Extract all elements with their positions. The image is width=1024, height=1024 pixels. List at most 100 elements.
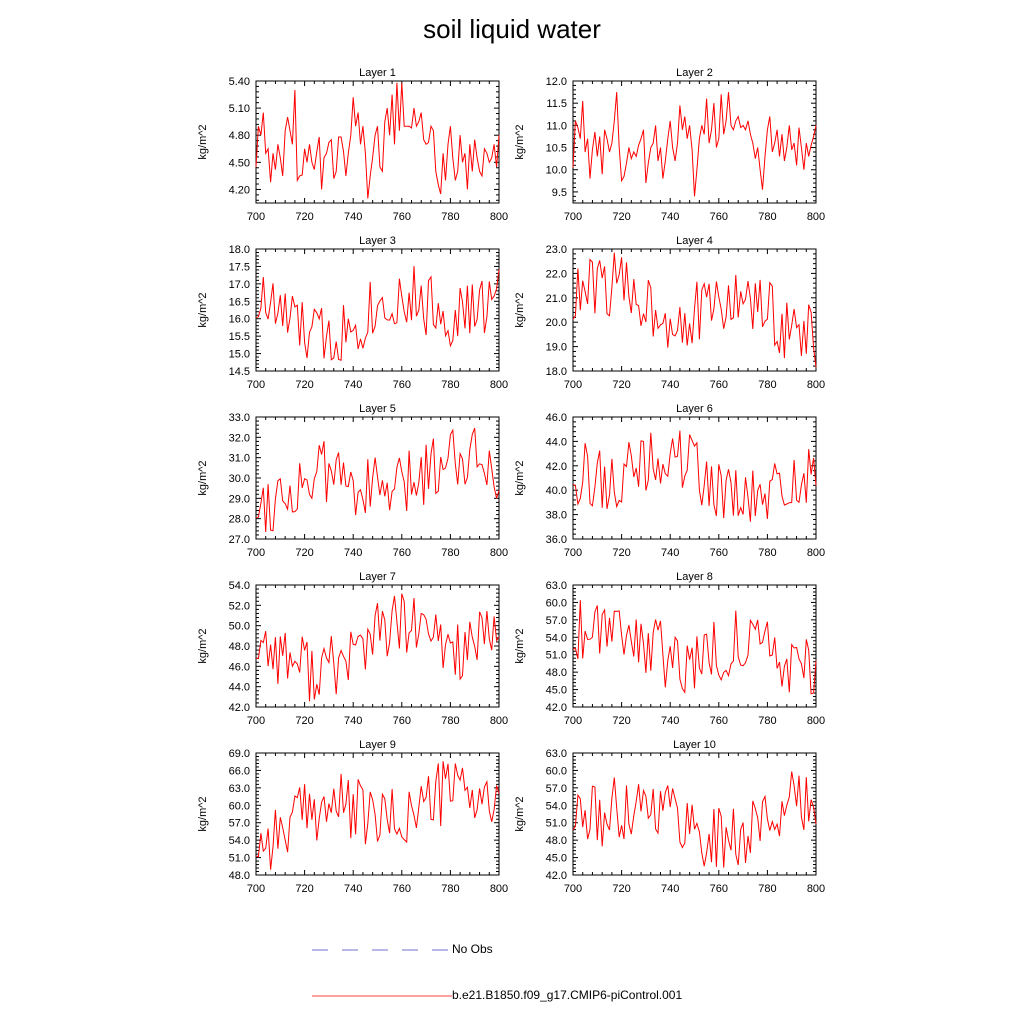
panel-title: Layer 2	[676, 67, 713, 79]
y-tick-label: 48.0	[546, 667, 567, 679]
y-tick-label: 10.0	[546, 165, 567, 177]
y-tick-label: 30.0	[229, 473, 250, 485]
panel-layer-4: Layer 4 kg/m^2 700 720 740 760 780 800 18.0 19.0 2…	[514, 235, 825, 391]
x-tick-label: 760	[710, 883, 728, 895]
y-tick-label: 42.0	[546, 702, 567, 714]
x-tick-label: 720	[612, 211, 630, 223]
x-tick-label: 800	[490, 211, 508, 223]
x-tick-label: 780	[758, 211, 776, 223]
x-tick-label: 700	[247, 379, 265, 391]
y-tick-label: 44.0	[546, 436, 567, 448]
x-tick-label: 740	[661, 211, 679, 223]
y-tick-label: 54.0	[546, 632, 567, 644]
x-tick-label: 800	[807, 883, 825, 895]
y-tick-label: 11.5	[546, 98, 567, 110]
panel-layer-3: Layer 3 kg/m^2 700 720 740 760 780 800 14.5 15.0 1…	[197, 235, 508, 391]
x-tick-label: 740	[661, 379, 679, 391]
y-tick-label: 33.0	[229, 412, 250, 424]
x-tick-label: 800	[807, 379, 825, 391]
series-line-layer-9	[255, 761, 500, 870]
y-tick-label: 48.0	[229, 870, 250, 882]
y-tick-label: 46.0	[229, 661, 250, 673]
y-tick-label: 66.0	[229, 765, 250, 777]
plot-frame	[572, 752, 817, 876]
x-tick-label: 720	[295, 883, 313, 895]
y-tick-label: 17.5	[229, 261, 250, 273]
y-axis-label: kg/m^2	[514, 628, 526, 663]
legend-label-model-run: b.e21.B1850.f09_g17.CMIP6-piControl.001	[452, 988, 683, 1002]
y-tick-label: 29.0	[229, 493, 250, 505]
y-axis-label: kg/m^2	[197, 628, 209, 663]
x-tick-label: 700	[247, 547, 265, 559]
y-axis-label: kg/m^2	[514, 796, 526, 831]
x-tick-label: 760	[393, 715, 411, 727]
y-tick-label: 50.0	[229, 621, 250, 633]
x-tick-label: 720	[295, 715, 313, 727]
y-tick-label: 54.0	[229, 835, 250, 847]
x-tick-label: 740	[344, 211, 362, 223]
series-line-layer-4	[572, 252, 817, 368]
y-tick-label: 14.5	[229, 366, 250, 378]
y-tick-label: 27.0	[229, 534, 250, 546]
series-line-layer-6	[572, 430, 817, 522]
series-line-layer-10	[572, 771, 817, 868]
y-tick-label: 52.0	[229, 600, 250, 612]
panel-layer-6: Layer 6 kg/m^2 700 720 740 760 780 800 36.0 38.0 4…	[514, 403, 825, 559]
x-tick-label: 780	[441, 211, 459, 223]
panel-layer-1: Layer 1 kg/m^2 700 720 740 760 780 800 4.20 4.50 4…	[197, 67, 508, 223]
x-tick-label: 720	[295, 211, 313, 223]
x-tick-label: 700	[247, 715, 265, 727]
panel-layer-5: Layer 5 kg/m^2 700 720 740 760 780 800 27.0 28.0 2…	[197, 403, 508, 559]
y-axis-label: kg/m^2	[514, 124, 526, 159]
x-tick-label: 780	[441, 379, 459, 391]
x-tick-label: 740	[344, 547, 362, 559]
x-tick-label: 760	[710, 547, 728, 559]
x-tick-label: 760	[393, 547, 411, 559]
x-tick-label: 760	[710, 715, 728, 727]
plot-frame	[572, 248, 817, 372]
y-tick-label: 31.0	[229, 453, 250, 465]
y-tick-label: 16.0	[229, 314, 250, 326]
y-tick-label: 5.40	[229, 76, 250, 88]
panel-layer-8: Layer 8 kg/m^2 700 720 740 760 780 800 42.0 45.0 4…	[514, 571, 825, 727]
series-line-layer-3	[255, 266, 500, 361]
y-axis-label: kg/m^2	[197, 292, 209, 327]
legend-swatch-no-obs	[312, 949, 452, 951]
x-tick-label: 720	[612, 715, 630, 727]
plot-frame	[572, 584, 817, 708]
y-tick-label: 42.0	[229, 702, 250, 714]
y-tick-label: 51.0	[546, 818, 567, 830]
x-tick-label: 700	[247, 883, 265, 895]
y-tick-label: 48.0	[546, 835, 567, 847]
y-tick-label: 48.0	[229, 641, 250, 653]
y-tick-label: 57.0	[546, 783, 567, 795]
y-tick-label: 45.0	[546, 853, 567, 865]
y-tick-label: 45.0	[546, 685, 567, 697]
x-tick-label: 720	[612, 883, 630, 895]
panel-title: Layer 1	[359, 67, 396, 79]
x-tick-label: 740	[344, 379, 362, 391]
y-tick-label: 42.0	[546, 461, 567, 473]
y-tick-label: 38.0	[546, 510, 567, 522]
panel-layer-7: Layer 7 kg/m^2 700 720 740 760 780 800 42.0 44.0 4…	[197, 571, 508, 727]
x-tick-label: 740	[661, 715, 679, 727]
panel-title: Layer 8	[676, 571, 713, 583]
x-tick-label: 780	[758, 379, 776, 391]
y-tick-label: 60.0	[546, 765, 567, 777]
x-tick-label: 720	[612, 547, 630, 559]
x-tick-label: 700	[564, 379, 582, 391]
x-tick-label: 720	[295, 379, 313, 391]
series-line-layer-5	[255, 427, 500, 533]
panel-title: Layer 6	[676, 403, 713, 415]
plot-frame	[572, 416, 817, 540]
x-tick-label: 760	[393, 883, 411, 895]
panel-title: Layer 10	[673, 739, 716, 751]
y-axis-label: kg/m^2	[197, 460, 209, 495]
x-tick-label: 740	[661, 883, 679, 895]
y-tick-label: 4.80	[229, 130, 250, 142]
y-tick-label: 28.0	[229, 514, 250, 526]
x-tick-label: 780	[758, 547, 776, 559]
y-tick-label: 57.0	[546, 615, 567, 627]
x-tick-label: 800	[490, 379, 508, 391]
y-tick-label: 69.0	[229, 748, 250, 760]
